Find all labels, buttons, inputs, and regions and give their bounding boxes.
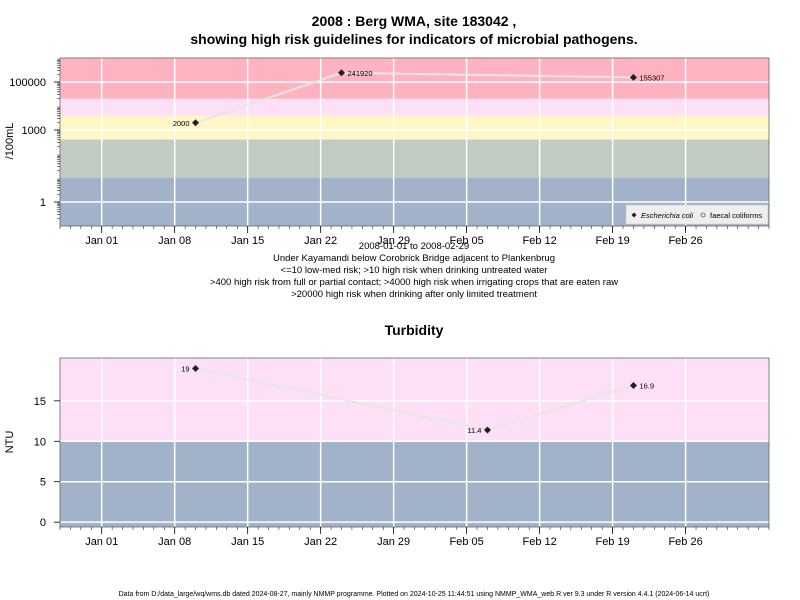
caption-line-4: >400 high risk from full or partial cont… [210,277,618,288]
data-series: 19 11.4 16.9 [181,365,654,435]
caption-line-1: 2008-01-01 to 2008-02-29 [359,241,469,252]
risk-band-2 [60,115,769,140]
caption-line-3: <=10 low-med risk; >10 high risk when dr… [281,265,548,276]
risk-bands [60,58,769,226]
caption-line-2: Under Kayamandi below Corobrick Bridge a… [273,253,555,264]
x-tick-label-3: Jan 22 [304,235,337,247]
data-label: 2000 [173,119,190,128]
y-tick-label-0: 0 [40,517,46,529]
risk-band-1 [60,358,769,442]
x-tick-label-0: Jan 01 [85,536,118,548]
y-tick-label-2: 100000 [9,77,46,89]
data-series: 2000 241920 155307 [173,69,665,128]
data-label: 19 [181,365,189,374]
gridlines [60,58,769,226]
x-tick-label-8: Feb 26 [668,235,702,247]
risk-band-4 [60,58,769,99]
y-axis-label: /100mL [4,123,16,160]
data-point [338,69,346,77]
data-label: 11.4 [467,426,481,435]
axes: Jan 01 Jan 08 Jan 15 Jan 22 Jan 29 Feb 05 Feb … [9,57,770,247]
y-axis-label: NTU [4,431,16,454]
data-label: 241920 [348,69,373,78]
chart-title-line1: 2008 : Berg WMA, site 183042 , [312,13,517,29]
x-tick-label-5: Feb 05 [450,235,484,247]
data-point [629,73,637,81]
data-point [192,365,200,373]
microbial-chart: 2008 : Berg WMA, site 183042 , showing h… [4,13,770,300]
risk-bands [60,358,769,527]
x-tick-label-6: Feb 12 [522,235,556,247]
y-tick-label-1: 5 [40,477,46,489]
data-point [483,426,491,434]
data-label: 155307 [639,73,664,82]
x-tick-label-2: Jan 15 [231,235,264,247]
legend-label-ecoli: Escherichia coli [641,211,693,220]
legend-marker-ecoli [631,212,637,218]
data-point [192,119,200,127]
data-point [629,381,637,389]
legend-label-faecal: faecal coliforms [710,211,762,220]
risk-band-1 [60,139,769,178]
y-tick-label-3: 15 [34,396,46,408]
risk-band-0 [60,441,769,527]
chart-title: Turbidity [385,322,444,338]
x-tick-label-7: Feb 19 [595,235,629,247]
x-tick-label-1: Jan 08 [158,536,191,548]
x-tick-label-3: Jan 22 [304,536,337,548]
y-tick-label-0: 1 [40,197,46,209]
legend: Escherichia coli faecal coliforms [625,204,769,225]
footer-note: Data from D:/data_large/wq/wms.db dated … [119,591,710,598]
y-tick-label-2: 10 [34,436,46,448]
x-tick-label-6: Feb 12 [522,536,556,548]
x-tick-label-0: Jan 01 [85,235,118,247]
chart-title-line2: showing high risk guidelines for indicat… [190,31,637,47]
x-tick-label-8: Feb 26 [668,536,702,548]
x-tick-label-4: Jan 29 [377,536,410,548]
gridlines [60,358,769,527]
x-tick-label-4: Jan 29 [377,235,410,247]
risk-band-3 [60,98,769,116]
x-tick-label-1: Jan 08 [158,235,191,247]
x-tick-label-2: Jan 15 [231,536,264,548]
data-label: 16.9 [639,381,654,390]
legend-box [625,204,769,225]
x-tick-label-7: Feb 19 [595,536,629,548]
axes: Jan 01 Jan 08 Jan 15 Jan 22 Jan 29 Feb 05 Feb … [34,357,770,548]
y-tick-label-1: 1000 [22,125,46,137]
caption: 2008-01-01 to 2008-02-29 Under Kayamandi… [210,241,618,300]
caption-line-5: >20000 high risk when drinking after onl… [291,289,537,300]
x-tick-label-5: Feb 05 [450,536,484,548]
legend-marker-faecal [700,212,706,218]
